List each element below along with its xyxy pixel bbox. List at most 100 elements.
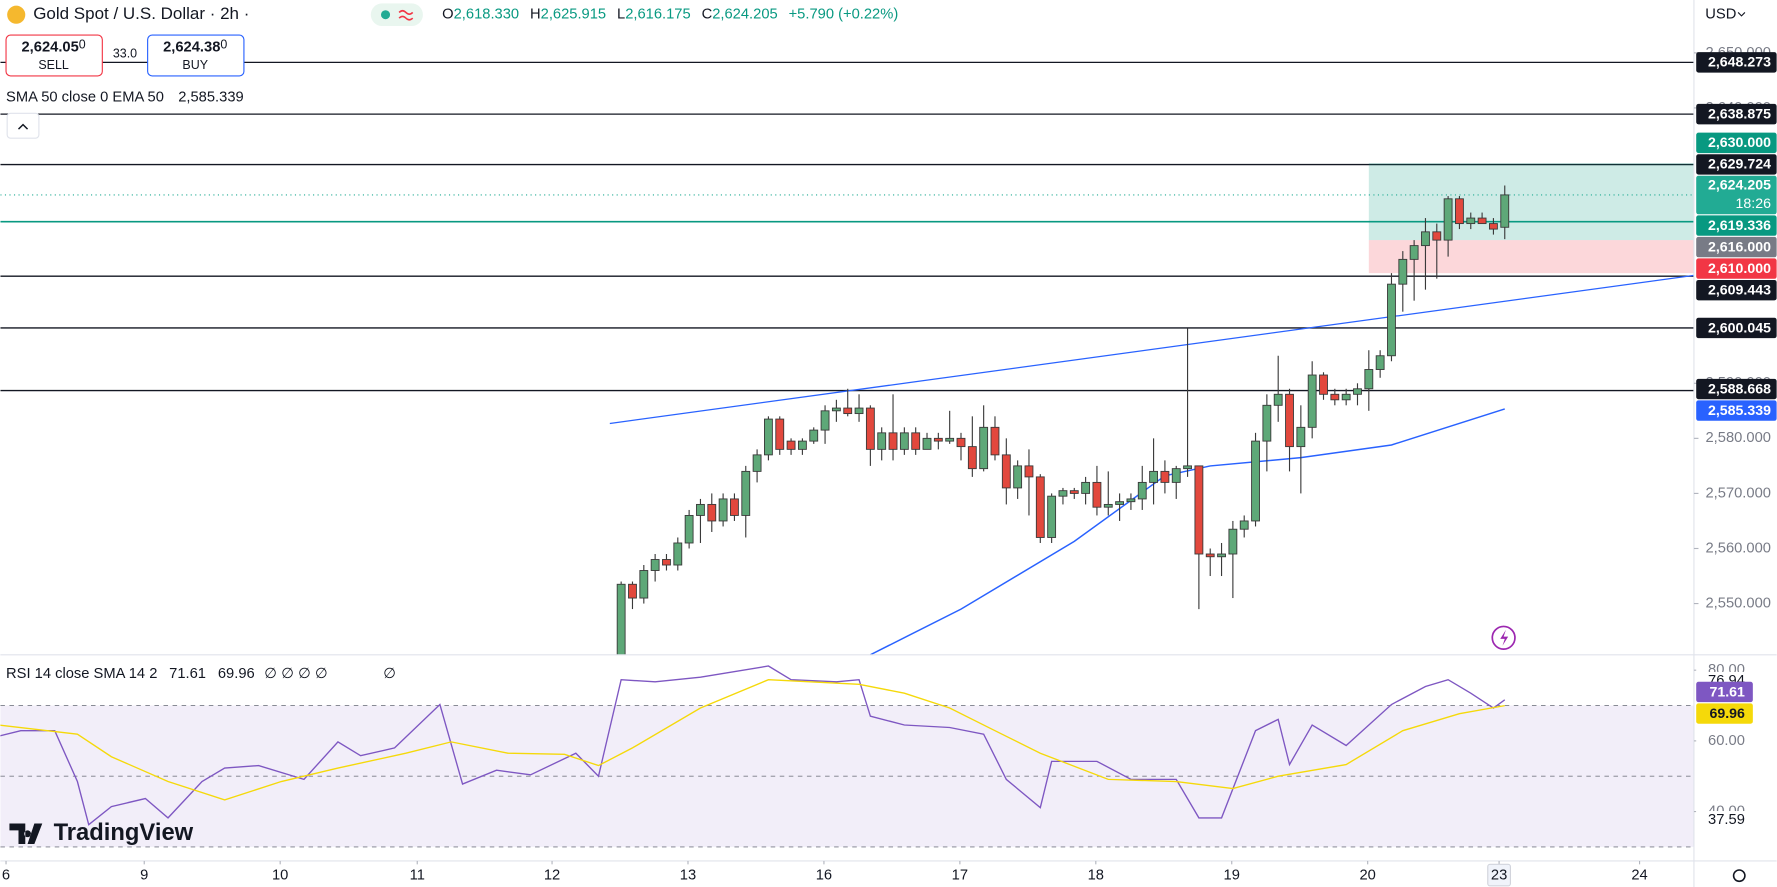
- level-label-text: 2,600.045: [1708, 320, 1771, 336]
- candle-body: [1194, 465, 1204, 555]
- x-tick-label: 19: [1224, 868, 1240, 884]
- candle-body: [1455, 198, 1464, 225]
- x-tick-label: 18: [1088, 868, 1104, 884]
- candle-body: [1171, 468, 1181, 483]
- currency-caret: [1737, 12, 1746, 17]
- position-target-zone: [1368, 163, 1694, 241]
- candle-body: [1330, 393, 1340, 401]
- candle-body: [639, 570, 649, 599]
- candle-body: [1375, 355, 1385, 370]
- delayed-icon: [398, 9, 414, 21]
- candle-body: [1296, 426, 1306, 448]
- x-tick-label: 6: [2, 868, 10, 884]
- candle-body: [865, 407, 875, 450]
- candle-body: [1058, 490, 1068, 497]
- collapse-button[interactable]: [6, 112, 40, 139]
- status-pill[interactable]: [370, 3, 423, 27]
- ema-label: [1696, 400, 1777, 421]
- currency[interactable]: USD: [1705, 7, 1736, 23]
- ema-label-text: 2,585.339: [1708, 403, 1771, 419]
- buy-price: 2,624.380: [163, 38, 227, 56]
- ohlc-key: O: [442, 7, 453, 23]
- indicator-value: 2,585.339: [178, 89, 243, 105]
- buy-price-small: 0: [220, 38, 227, 52]
- candle-body: [1001, 454, 1011, 489]
- candle-body: [1409, 245, 1419, 260]
- y-tick-label: 2,580.000: [1705, 430, 1770, 446]
- buy-label: BUY: [182, 58, 208, 72]
- candle-body: [1183, 465, 1192, 470]
- candle-body: [956, 437, 966, 448]
- rsi-value-label: [1696, 703, 1753, 724]
- candle-body: [1149, 470, 1158, 483]
- candle-body: [775, 418, 785, 450]
- candle-body: [764, 418, 773, 456]
- sell-price: 2,624.050: [21, 38, 85, 56]
- candle-body: [1137, 481, 1147, 500]
- rsi-null-value: ∅: [383, 666, 396, 682]
- rsi-tick-bg: [1696, 731, 1777, 750]
- candle-body: [1115, 501, 1125, 505]
- position-label: [1696, 132, 1777, 154]
- level-label-text: 2,648.273: [1708, 55, 1771, 71]
- sell-label: SELL: [38, 58, 69, 72]
- candle-body: [854, 407, 864, 415]
- level-label-text: 2,588.668: [1708, 381, 1771, 397]
- candle-body: [1262, 404, 1272, 442]
- candle-body: [888, 432, 898, 450]
- candle-body: [696, 503, 705, 516]
- candle-body: [1466, 217, 1476, 225]
- marker-label: [1696, 215, 1777, 236]
- position-label-text: 2,610.000: [1708, 261, 1771, 277]
- candle-body: [1421, 231, 1430, 247]
- candle-body: [673, 542, 683, 566]
- x-tick-label: 12: [544, 868, 560, 884]
- candle-body: [1273, 393, 1283, 406]
- position-label-text: 2,616.000: [1708, 239, 1771, 255]
- level-label-text: 2,629.724: [1708, 157, 1771, 173]
- candle-body: [616, 583, 626, 655]
- rsi-sma-line: [0, 679, 1505, 801]
- candle-body: [1160, 470, 1170, 483]
- indicator-title[interactable]: SMA 50 close 0 EMA 50: [6, 89, 164, 105]
- candle-body: [730, 498, 739, 516]
- settings-button[interactable]: [1732, 869, 1746, 883]
- candle-body: [979, 426, 989, 470]
- header: Gold Spot / U.S. Dollar · 2h · O2,618.33…: [5, 3, 1746, 139]
- symbol-title[interactable]: Gold Spot / U.S. Dollar · 2h ·: [33, 4, 249, 23]
- buy-button[interactable]: [147, 34, 245, 77]
- y-tick-label: 2,570.000: [1705, 485, 1770, 501]
- sell-button[interactable]: [5, 34, 103, 77]
- buy-price-main: 2,624.38: [163, 39, 220, 55]
- level-label-text: 2,638.875: [1708, 106, 1771, 122]
- symbol-icon: [7, 5, 26, 24]
- x-tick-label: 13: [680, 868, 696, 884]
- rsi-title[interactable]: RSI 14 close SMA 14 2: [6, 666, 157, 682]
- candle-body: [1217, 553, 1226, 558]
- x-tick-label: 16: [816, 868, 832, 884]
- candle-body: [628, 583, 637, 599]
- candle-body: [1353, 388, 1362, 395]
- ohlc-value: 2,616.175: [625, 7, 690, 23]
- market-open-dot: [380, 10, 391, 20]
- candle-body: [1307, 374, 1317, 428]
- x-tick-highlight: [1487, 863, 1511, 887]
- candle-body: [1081, 481, 1091, 494]
- x-tick-label: 10: [272, 868, 288, 884]
- x-tick-label: 9: [140, 868, 148, 884]
- sell-price-small: 0: [79, 38, 86, 52]
- last-price-label-text: 2,624.205: [1708, 178, 1771, 194]
- candle-body: [899, 432, 909, 450]
- candle-body: [786, 440, 796, 450]
- y-tick-label: 2,560.000: [1705, 540, 1770, 556]
- candle-body: [877, 432, 887, 450]
- candle-body: [1443, 198, 1453, 241]
- candle-body: [1251, 440, 1260, 522]
- candle-body: [1285, 393, 1294, 448]
- candle-body: [1103, 503, 1113, 508]
- level-label: [1696, 103, 1777, 125]
- rsi-value-label-text: 69.96: [1709, 706, 1745, 722]
- candle-body: [945, 437, 955, 442]
